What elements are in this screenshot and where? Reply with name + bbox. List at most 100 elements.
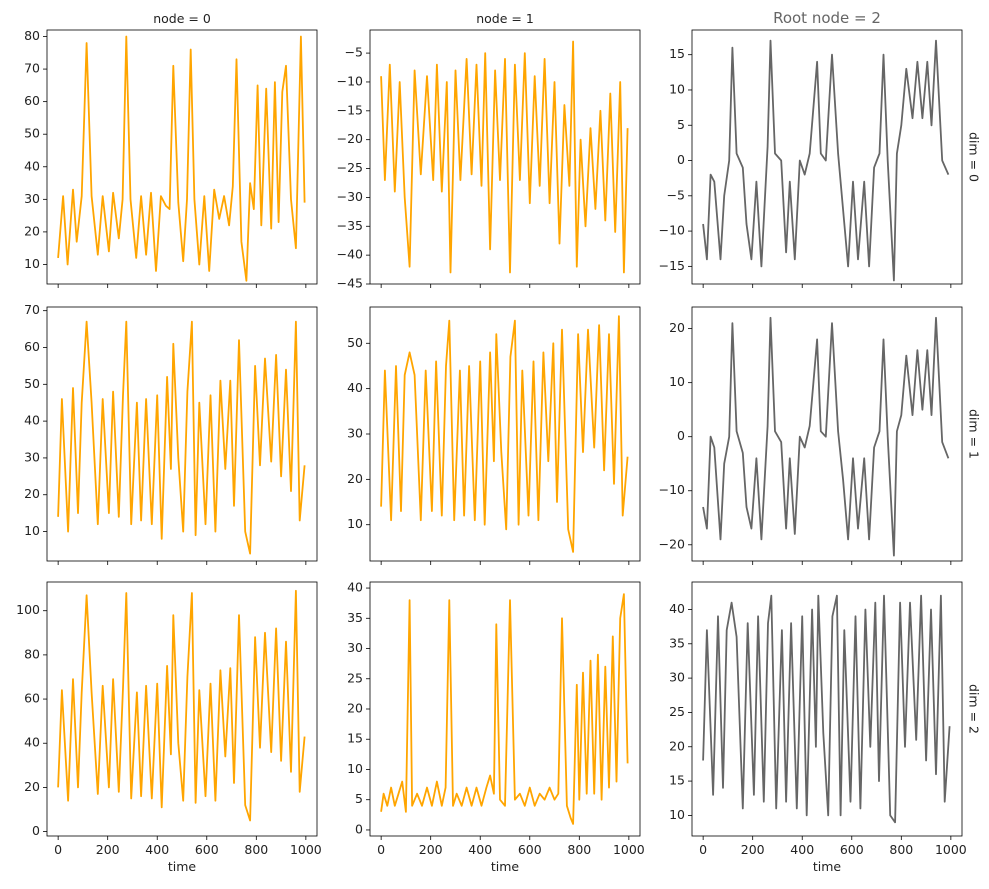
y-tick-label: 20 [347, 701, 363, 716]
x-tick-label: 600 [518, 842, 542, 857]
y-tick-label: 25 [669, 704, 685, 719]
y-tick-label: 70 [24, 302, 40, 317]
series-line-node1-dim2 [380, 593, 629, 825]
y-tick-label: 50 [24, 376, 40, 391]
x-tick-label: 1000 [290, 842, 322, 857]
y-tick-label: 0 [677, 152, 685, 167]
y-tick-label: 30 [347, 426, 363, 441]
y-tick-label: 10 [669, 81, 685, 96]
y-tick-label: 10 [669, 374, 685, 389]
y-tick-label: −20 [337, 131, 363, 146]
y-tick-label: 35 [347, 610, 363, 625]
y-tick-label: 10 [347, 516, 363, 531]
y-tick-label: 25 [347, 670, 363, 685]
y-tick-label: 40 [24, 735, 40, 750]
y-tick-label: 10 [669, 807, 685, 822]
y-tick-label: 30 [347, 640, 363, 655]
y-tick-label: 20 [24, 486, 40, 501]
y-tick-label: −15 [337, 102, 363, 117]
row-label-0: dim = 0 [967, 132, 982, 182]
y-tick-label: 80 [24, 28, 40, 43]
column-title-1: node = 1 [476, 11, 534, 26]
y-tick-label: 40 [347, 380, 363, 395]
y-tick-label: 20 [24, 779, 40, 794]
y-tick-label: 20 [347, 471, 363, 486]
column-title-0: node = 0 [153, 11, 211, 26]
x-tick-label: 200 [419, 842, 443, 857]
y-tick-label: 30 [669, 670, 685, 685]
column-title-2: Root node = 2 [773, 9, 881, 27]
panel-node0-dim0: 10 20 30 40 50 60 70 80 [24, 28, 318, 288]
y-tick-label: 80 [24, 646, 40, 661]
y-tick-label: 5 [677, 117, 685, 132]
y-tick-label: −45 [337, 276, 363, 291]
axes-frame [46, 29, 318, 285]
series-line-node0-dim1 [57, 320, 306, 555]
y-tick-label: 50 [347, 335, 363, 350]
axes-frame [691, 306, 963, 562]
y-tick-label: −5 [345, 45, 363, 60]
axes-frame [691, 581, 963, 837]
y-tick-label: 10 [347, 761, 363, 776]
y-tick-label: 40 [24, 413, 40, 428]
y-tick-label: 20 [669, 738, 685, 753]
x-tick-label: 200 [741, 842, 765, 857]
y-tick-label: 30 [24, 449, 40, 464]
y-tick-label: 0 [32, 823, 40, 838]
y-tick-label: 40 [347, 580, 363, 595]
y-tick-label: 30 [24, 191, 40, 206]
series-line-node1-dim0 [380, 40, 629, 274]
y-tick-label: −30 [337, 189, 363, 204]
x-tick-label: 800 [889, 842, 913, 857]
y-tick-label: −25 [337, 160, 363, 175]
row-label-2: dim = 2 [967, 684, 982, 734]
y-tick-label: 10 [24, 256, 40, 271]
panel-node0-dim1: 10 20 30 40 50 60 70 [24, 302, 318, 565]
y-tick-label: 0 [677, 428, 685, 443]
series-line-root-dim1 [702, 316, 950, 557]
y-tick-label: −15 [659, 258, 685, 273]
row-label-1: dim = 1 [967, 409, 982, 459]
y-tick-label: 35 [669, 635, 685, 650]
axes-frame [691, 29, 963, 285]
x-tick-label: 400 [790, 842, 814, 857]
x-tick-label: 600 [195, 842, 219, 857]
x-tick-label: 0 [54, 842, 62, 857]
y-tick-label: 20 [24, 223, 40, 238]
series-line-node1-dim1 [380, 315, 629, 553]
axes-frame [46, 306, 318, 562]
x-tick-label: 200 [96, 842, 120, 857]
y-tick-label: −35 [337, 218, 363, 233]
y-tick-label: −40 [337, 247, 363, 262]
y-tick-label: 50 [24, 126, 40, 141]
axes-frame [369, 29, 641, 285]
x-tick-label: 400 [468, 842, 492, 857]
x-axis-label: time [491, 859, 520, 874]
x-tick-label: 800 [244, 842, 268, 857]
y-tick-label: 0 [355, 821, 363, 836]
x-tick-label: 600 [840, 842, 864, 857]
y-tick-label: 70 [24, 61, 40, 76]
series-line-node0-dim2 [57, 589, 306, 822]
x-tick-label: 0 [699, 842, 707, 857]
y-tick-label: 60 [24, 93, 40, 108]
y-tick-label: 10 [24, 523, 40, 538]
y-tick-label: −5 [667, 187, 685, 202]
y-tick-label: −10 [659, 223, 685, 238]
x-axis-label: time [813, 859, 842, 874]
x-axis-label: time [168, 859, 197, 874]
y-tick-label: 60 [24, 339, 40, 354]
y-tick-label: 40 [669, 601, 685, 616]
x-tick-label: 400 [145, 842, 169, 857]
y-tick-label: −20 [659, 536, 685, 551]
y-tick-label: 40 [24, 158, 40, 173]
panel-node1-dim0: −45 −40 −35 −30 −25 −20 −15 −10 −5 [337, 29, 641, 291]
panel-root-dim1: −20 −10 0 10 20 [659, 306, 963, 565]
axes-frame [46, 581, 318, 837]
y-tick-label: 15 [669, 46, 685, 61]
y-tick-label: −10 [337, 73, 363, 88]
